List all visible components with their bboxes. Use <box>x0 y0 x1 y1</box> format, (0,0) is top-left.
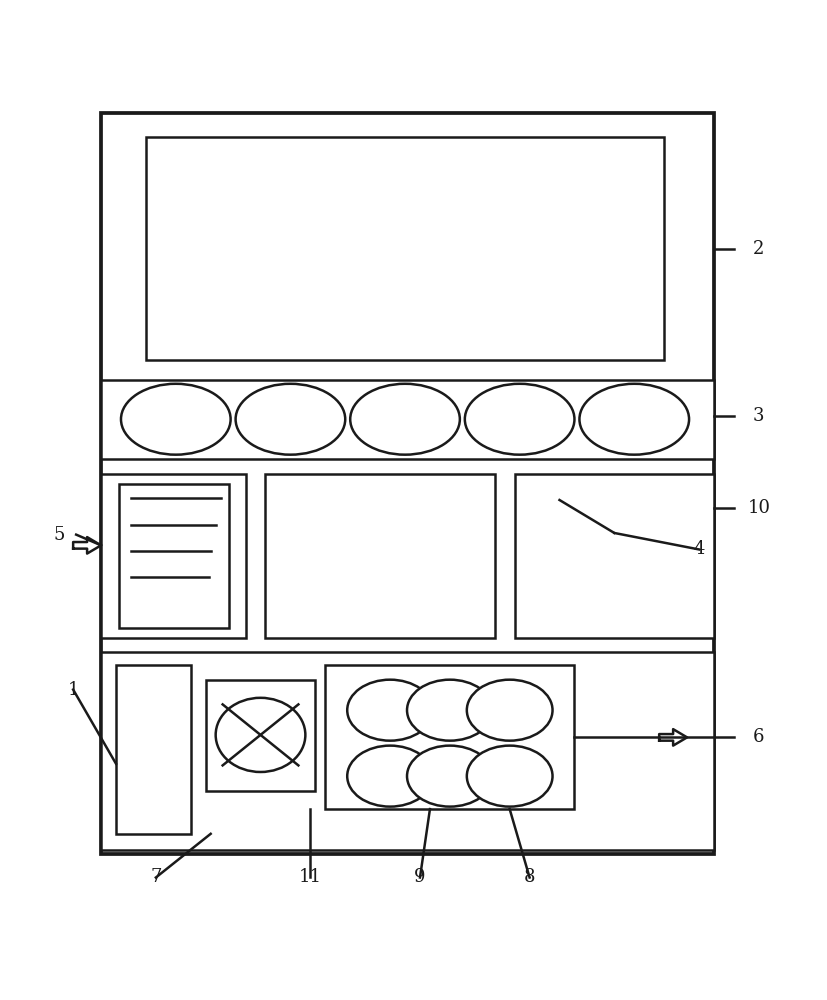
Text: 6: 6 <box>753 728 765 746</box>
Bar <box>325 665 575 809</box>
Text: 7: 7 <box>151 868 161 886</box>
Ellipse shape <box>407 746 493 807</box>
Bar <box>514 474 714 638</box>
Ellipse shape <box>236 384 345 455</box>
Bar <box>116 665 191 834</box>
Bar <box>101 474 246 638</box>
Bar <box>101 652 714 850</box>
Ellipse shape <box>347 746 433 807</box>
Ellipse shape <box>465 384 575 455</box>
Text: 9: 9 <box>414 868 426 886</box>
Ellipse shape <box>216 698 305 772</box>
Bar <box>206 680 315 791</box>
Text: 3: 3 <box>753 407 765 425</box>
Text: 11: 11 <box>299 868 322 886</box>
Bar <box>265 474 495 638</box>
Ellipse shape <box>121 384 231 455</box>
Bar <box>146 137 664 360</box>
Ellipse shape <box>350 384 460 455</box>
Text: 8: 8 <box>523 868 535 886</box>
Text: 2: 2 <box>753 240 764 258</box>
Text: 10: 10 <box>748 499 770 517</box>
Ellipse shape <box>347 680 433 741</box>
Ellipse shape <box>407 680 493 741</box>
Bar <box>101 380 714 459</box>
Ellipse shape <box>466 680 552 741</box>
Ellipse shape <box>580 384 689 455</box>
Ellipse shape <box>466 746 552 807</box>
Text: 4: 4 <box>693 540 705 558</box>
Text: 5: 5 <box>54 526 65 544</box>
Text: 1: 1 <box>67 681 79 699</box>
Bar <box>119 484 228 628</box>
Bar <box>101 113 714 854</box>
